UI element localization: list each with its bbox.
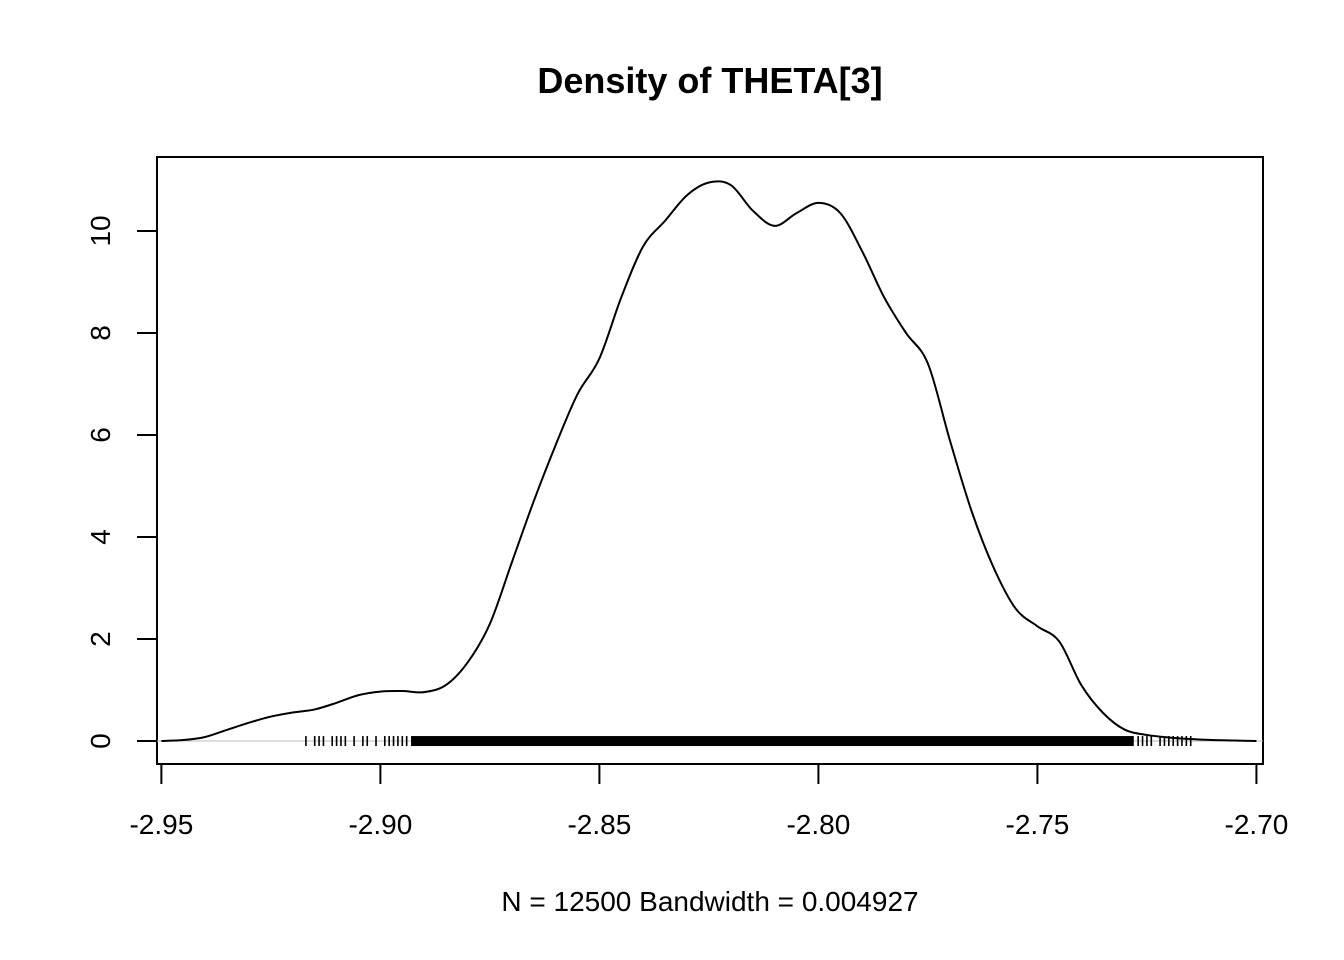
x-tick-label: -2.90 [348,809,412,840]
x-tick-label: -2.95 [129,809,193,840]
chart-title: Density of THETA[3] [537,60,882,101]
rug-marks [157,736,1263,747]
y-tick-label: 10 [85,215,116,246]
x-tick-label: -2.80 [786,809,850,840]
y-tick-label: 4 [85,529,116,545]
x-tick-label: -2.85 [567,809,631,840]
y-tick-label: 0 [85,733,116,749]
x-axis-label: N = 12500 Bandwidth = 0.004927 [501,886,918,917]
y-tick-label: 6 [85,427,116,443]
x-tick-label: -2.70 [1225,809,1289,840]
y-tick-label: 2 [85,631,116,647]
rug-dense-band [411,736,1134,747]
y-tick-label: 8 [85,325,116,341]
density-line [161,180,1257,743]
x-axis: -2.95 -2.90 -2.85 -2.80 -2.75 -2.70 [129,763,1289,840]
x-tick-label: -2.75 [1006,809,1070,840]
y-axis: 0 2 4 6 8 10 [85,215,158,749]
